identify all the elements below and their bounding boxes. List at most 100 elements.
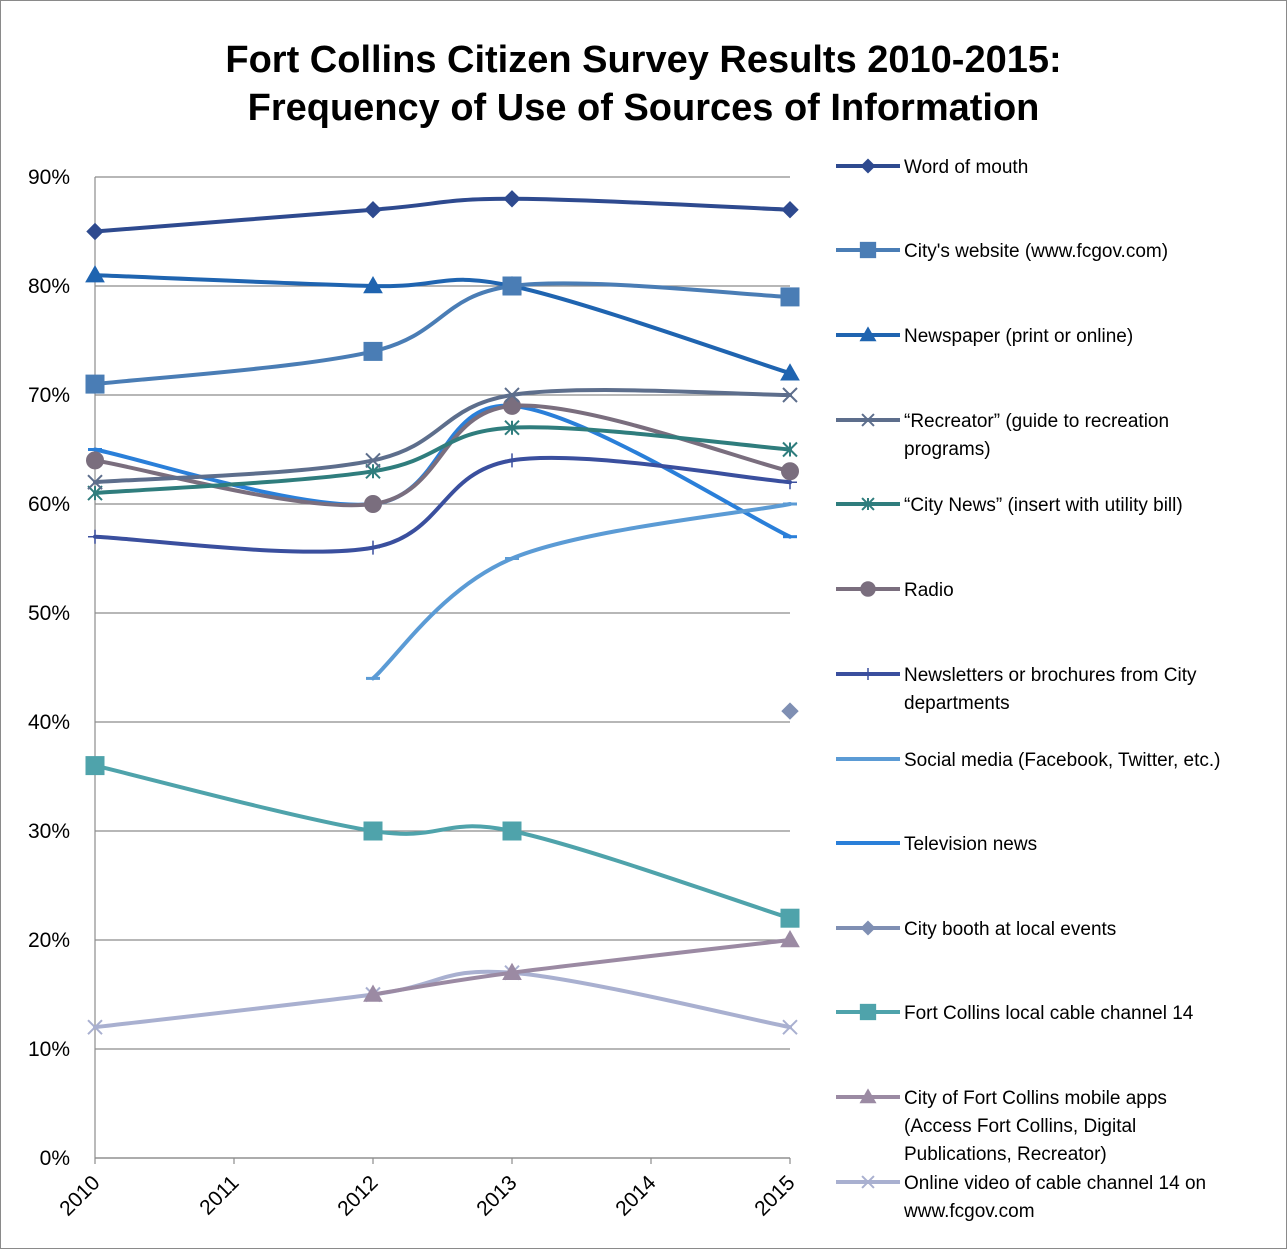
series-word-of-mouth [86,190,799,241]
legend-label: programs) [904,439,991,460]
data-point-star [87,485,103,501]
legend-label: “Recreator” (guide to recreation [904,411,1169,432]
data-point-diamond [860,920,876,936]
legend-label: City's website (www.fcgov.com) [904,241,1168,262]
legend-label: “City News” (insert with utility bill) [904,495,1183,516]
y-tick-label: 20% [28,929,70,952]
data-point-square [859,241,877,259]
data-point-square [363,821,383,841]
legend: Word of mouth City's website (www.fcgov.c… [836,157,1220,1222]
series-fort-collins-local-cable-channel-14 [85,756,800,928]
data-point-star [365,463,381,480]
data-point-x [861,1175,875,1189]
x-tick-label: 2011 [195,1171,243,1219]
legend-label: Online video of cable channel 14 on [904,1173,1206,1194]
series-line [93,196,792,234]
data-point-x [504,387,520,403]
data-point-star [782,441,798,458]
data-point-plus [366,540,380,555]
data-point-circle [860,581,876,597]
legend-label: (Access Fort Collins, Digital [904,1116,1136,1137]
data-point-square [502,821,522,841]
series-social-media-facebook-twitter-etc [366,502,797,681]
series-line [93,388,792,485]
series-line [93,969,792,1030]
data-point-square [85,374,105,394]
legend-label: City of Fort Collins mobile apps [904,1088,1167,1109]
y-tick-label: 60% [28,493,70,516]
data-point-diamond [86,222,104,241]
series-city-booth-at-local-events [781,702,799,720]
legend-item: City of Fort Collins mobile apps (Access … [836,1088,1167,1165]
data-point-triangle [859,1088,877,1104]
series-line [93,273,792,376]
y-tick-label: 10% [28,1038,70,1061]
legend-item: Social media (Facebook, Twitter, etc.) [836,750,1220,771]
y-tick-label: 90% [28,166,70,189]
series-city-of-fort-collins-mobile-apps-access-fort-collins-digital-publications-recreator [363,929,800,1002]
legend-label: Newspaper (print or online) [904,326,1133,347]
series-online-video-of-cable-channel-14-on-www-fcgov-com [87,964,798,1035]
y-tick-label: 70% [28,384,70,407]
data-point-x [782,1019,798,1035]
data-point-diamond [781,702,799,720]
data-point-square [502,276,522,296]
legend-label: Fort Collins local cable channel 14 [904,1003,1194,1024]
chart-title-line-1: Fort Collins Citizen Survey Results 2010… [225,39,1062,81]
chart-title-line-2: Frequency of Use of Sources of Informati… [247,87,1040,129]
data-point-diamond [364,200,382,219]
data-point-x [782,387,798,403]
data-point-plus [505,453,519,468]
y-tick-label: 30% [28,820,70,843]
legend-label: departments [904,693,1010,714]
series-recreator-guide-to-recreation-programs [87,387,798,490]
legend-item: Word of mouth [836,157,1028,178]
data-point-triangle [363,275,383,294]
data-point-star [861,497,875,511]
data-point-triangle [780,363,800,381]
legend-item: City booth at local events [836,919,1116,940]
series-line [371,502,792,681]
legend-label: Television news [904,834,1037,855]
series-line [93,455,792,554]
data-point-x [861,413,875,427]
legend-item: Newspaper (print or online) [836,326,1133,347]
data-point-square [780,287,800,307]
chart-title: Fort Collins Citizen Survey Results 2010… [0,36,1287,132]
data-point-triangle [502,962,522,980]
legend-item: Online video of cable channel 14 on www.f… [836,1173,1206,1222]
legend-label: Radio [904,580,954,601]
series-city-s-website-www-fcgov-com [85,276,800,394]
legend-item: “City News” (insert with utility bill) [836,495,1183,516]
y-tick-label: 0% [40,1147,70,1170]
legend-item: Newsletters or brochures from City depart… [836,665,1197,714]
x-tick-label: 2013 [472,1171,521,1220]
data-point-plus [862,668,874,680]
legend-label: Publications, Recreator) [904,1144,1107,1165]
data-point-circle [503,396,521,415]
data-point-x [87,1019,103,1035]
data-point-x [87,474,103,490]
gridlines [95,176,790,1159]
legend-label: Word of mouth [904,157,1028,178]
data-point-diamond [860,158,876,174]
data-point-x [365,452,381,469]
series-line [93,403,792,508]
axes: 0% 10% 20% 30% 40% 50% 60% 70% 80% 90% 2010 2011 201… [28,166,800,1221]
legend-label: www.fcgov.com [903,1201,1035,1222]
data-point-square [363,341,383,361]
legend-item: City's website (www.fcgov.com) [836,241,1168,262]
data-point-triangle [780,929,800,948]
series-lines [85,190,800,1035]
legend-item: Radio [836,580,954,601]
x-tick-label: 2012 [333,1171,382,1220]
data-point-circle [86,451,104,470]
data-point-circle [364,495,382,513]
y-tick-label: 80% [28,275,70,298]
legend-label: Newsletters or brochures from City [904,665,1197,686]
data-point-square [85,756,105,776]
legend-label: Social media (Facebook, Twitter, etc.) [904,750,1220,771]
x-tick-label: 2014 [611,1171,661,1221]
